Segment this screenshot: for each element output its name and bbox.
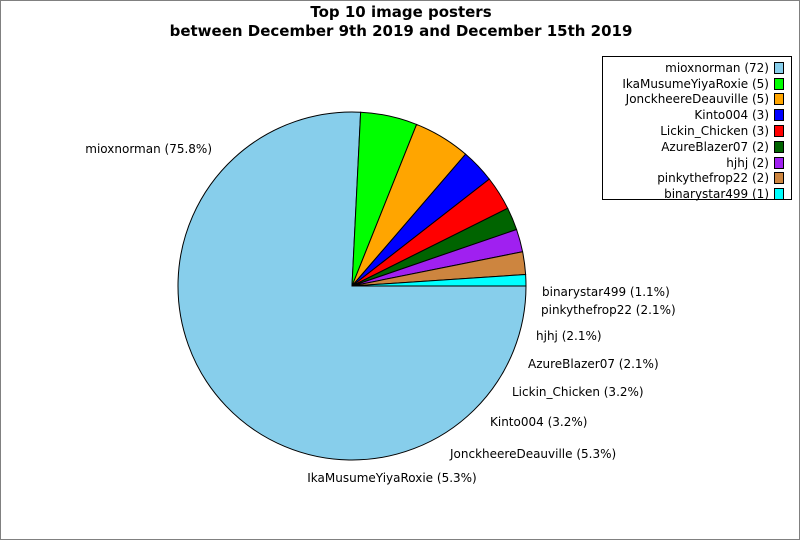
legend-item: Lickin_Chicken (3): [603, 123, 791, 139]
legend-swatch: [774, 77, 784, 90]
legend-item: mioxnorman (72): [603, 60, 791, 76]
slice-label-kinto004: Kinto004 (3.2%): [490, 415, 587, 429]
legend-item: IkaMusumeYiyaRoxie (5): [603, 76, 791, 92]
legend-item: hjhj (2): [603, 155, 791, 171]
legend-item-label: AzureBlazer07 (2): [661, 139, 769, 154]
legend-item-label: Kinto004 (3): [694, 108, 769, 123]
legend-swatch: [774, 109, 784, 122]
legend-item: Kinto004 (3): [603, 107, 791, 123]
legend-item-label: JonckheereDeauville (5): [625, 92, 769, 107]
chart-legend: mioxnorman (72) IkaMusumeYiyaRoxie (5) Jon…: [602, 56, 792, 202]
slice-label-jonckheeredeauville: JonckheereDeauville (5.3%): [449, 447, 616, 461]
legend-swatch: [774, 156, 784, 169]
legend-item: JonckheereDeauville (5): [603, 92, 791, 108]
slice-label-hjhj: hjhj (2.1%): [536, 329, 602, 343]
slice-label-mioxnorman: mioxnorman (75.8%): [85, 142, 212, 156]
chart-title: Top 10 image posters: [310, 3, 492, 21]
legend-item-label: IkaMusumeYiyaRoxie (5): [622, 76, 769, 91]
legend-item-label: pinkythefrop22 (2): [657, 171, 769, 186]
slice-label-azureblazer07: AzureBlazer07 (2.1%): [528, 357, 659, 371]
legend-item: pinkythefrop22 (2): [603, 171, 791, 187]
legend-swatch: [774, 188, 784, 201]
legend-swatch: [774, 93, 784, 106]
legend-swatch: [774, 61, 784, 74]
legend-item-label: mioxnorman (72): [665, 60, 769, 75]
pie-slice-binarystar499: [351, 273, 527, 287]
slice-label-lickin-chicken: Lickin_Chicken (3.2%): [512, 385, 644, 399]
slice-label-ikamusumeyiyaroxie: IkaMusumeYiyaRoxie (5.3%): [307, 471, 476, 485]
legend-item-label: binarystar499 (1): [664, 187, 769, 202]
legend-swatch: [774, 125, 784, 138]
legend-item: AzureBlazer07 (2): [603, 139, 791, 155]
slice-label-pinkythefrop22: pinkythefrop22 (2.1%): [541, 303, 676, 317]
chart-subtitle: between December 9th 2019 and December 1…: [169, 22, 633, 40]
slice-label-binarystar499: binarystar499 (1.1%): [542, 285, 670, 299]
chart-title-block: Top 10 image posters between December 9t…: [1, 3, 800, 41]
legend-swatch: [774, 140, 784, 153]
legend-item-label: hjhj (2): [726, 155, 769, 170]
legend-swatch: [774, 172, 784, 185]
legend-item-label: Lickin_Chicken (3): [660, 124, 769, 139]
legend-item: binarystar499 (1): [603, 186, 791, 202]
